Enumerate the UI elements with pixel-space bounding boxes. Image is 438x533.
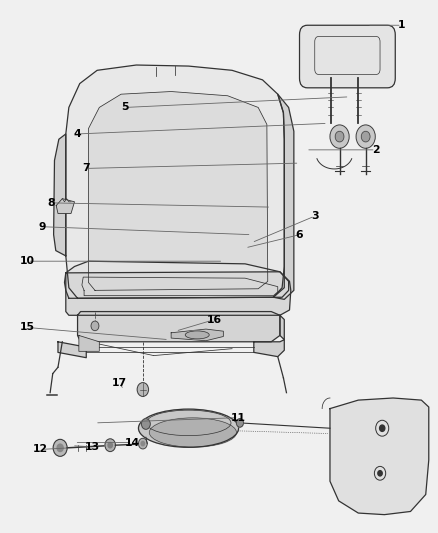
Text: 5: 5 [122,102,129,112]
Text: 6: 6 [296,230,304,240]
Polygon shape [58,342,86,358]
Polygon shape [88,92,268,290]
Text: 8: 8 [48,198,55,208]
Circle shape [330,125,349,148]
Circle shape [53,439,67,456]
Polygon shape [280,316,284,340]
Polygon shape [79,335,99,351]
Circle shape [141,419,150,429]
Polygon shape [78,312,280,342]
Polygon shape [330,398,429,515]
Text: 9: 9 [39,222,46,232]
Polygon shape [53,134,66,256]
Circle shape [138,438,147,449]
Polygon shape [273,94,294,300]
Text: 4: 4 [74,129,81,139]
Text: 3: 3 [311,211,318,221]
Ellipse shape [185,331,209,339]
Circle shape [105,439,116,451]
Circle shape [141,441,145,446]
Text: 12: 12 [33,445,48,455]
Text: 11: 11 [231,413,246,423]
Text: 2: 2 [372,145,379,155]
Circle shape [57,444,63,451]
Polygon shape [64,261,289,298]
Ellipse shape [149,418,237,447]
FancyBboxPatch shape [300,25,395,88]
Text: 7: 7 [82,164,90,173]
Circle shape [356,125,375,148]
Text: 17: 17 [111,378,127,388]
Text: 15: 15 [20,322,35,333]
Polygon shape [66,65,284,298]
Text: 10: 10 [20,256,35,266]
Circle shape [361,131,370,142]
Circle shape [378,471,382,476]
Circle shape [237,419,244,427]
Circle shape [137,383,148,397]
Ellipse shape [138,409,239,447]
Circle shape [380,425,385,431]
Circle shape [108,442,113,448]
Polygon shape [66,272,291,316]
Polygon shape [254,340,284,357]
Text: 14: 14 [124,438,140,448]
Polygon shape [171,329,223,341]
Text: 16: 16 [207,314,222,325]
Polygon shape [56,199,74,214]
Text: 13: 13 [85,442,100,452]
Circle shape [335,131,344,142]
Circle shape [91,321,99,330]
Text: 1: 1 [398,20,406,30]
